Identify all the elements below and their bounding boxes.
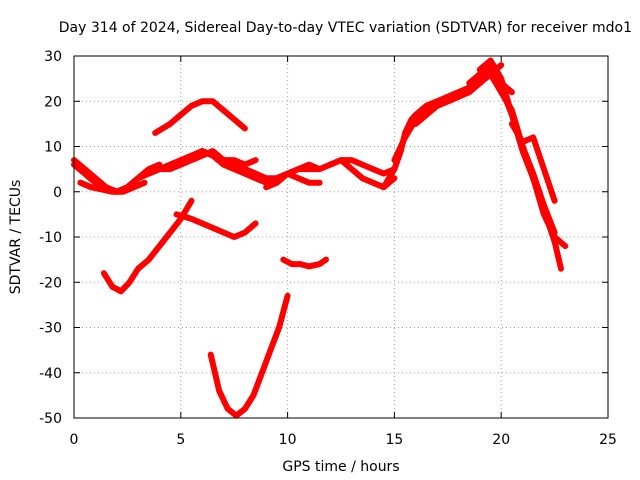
- series-line-pass-18: [476, 57, 558, 236]
- y-tick-label: 0: [53, 185, 62, 201]
- series-line-pass-10: [100, 197, 195, 295]
- series-layer: [71, 57, 569, 419]
- series-line-pass-13: [207, 292, 291, 419]
- y-tick-label: -20: [39, 275, 62, 291]
- x-tick-label: 5: [176, 432, 185, 448]
- y-tick-label: 30: [44, 49, 62, 65]
- series-line-pass-05: [152, 98, 248, 136]
- y-tick-label: -40: [39, 366, 62, 382]
- y-axis-label: SDTVAR / TECUs: [8, 180, 24, 295]
- x-tick-label: 15: [385, 432, 403, 448]
- x-tick-label: 20: [492, 432, 510, 448]
- x-tick-label: 0: [70, 432, 79, 448]
- y-tick-label: -50: [39, 411, 62, 427]
- axis-ticks: 0 5 10 15 20 25 30 20 10 0 -10 -20 -30 -40 -50: [39, 49, 617, 448]
- x-tick-label: 25: [599, 432, 617, 448]
- grid: [74, 56, 608, 418]
- y-tick-label: 10: [44, 140, 62, 156]
- y-tick-label: -30: [39, 321, 62, 337]
- series-line-pass-06: [199, 148, 323, 186]
- series-line-pass-17: [466, 62, 564, 272]
- y-tick-label: -10: [39, 230, 62, 246]
- series-line-pass-11: [173, 211, 259, 240]
- chart-title: Day 314 of 2024, Sidereal Day-to-day VTE…: [59, 20, 632, 36]
- x-tick-label: 10: [279, 432, 297, 448]
- series-line-pass-03: [77, 179, 148, 195]
- series-line-pass-12: [280, 256, 329, 270]
- x-axis-label: GPS time / hours: [282, 459, 399, 475]
- series-line-pass-19: [508, 120, 558, 204]
- y-tick-label: 20: [44, 94, 62, 110]
